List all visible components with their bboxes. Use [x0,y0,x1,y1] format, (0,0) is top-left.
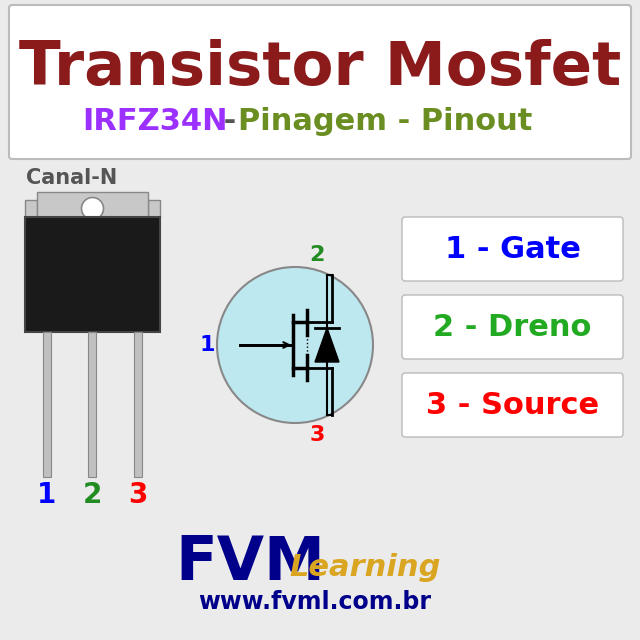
Text: 2 - Dreno: 2 - Dreno [433,312,592,342]
Text: Pinagem - Pinout: Pinagem - Pinout [238,108,532,136]
Text: 1: 1 [199,335,215,355]
Text: www.fvml.com.br: www.fvml.com.br [198,590,431,614]
FancyBboxPatch shape [25,217,160,332]
Bar [88,332,96,477]
Circle shape [217,267,373,423]
Polygon shape [315,328,339,362]
Text: 3: 3 [128,481,148,509]
Text: 1 - Gate: 1 - Gate [445,234,580,264]
Text: -: - [213,108,247,136]
Text: 2: 2 [83,481,102,509]
Polygon shape [148,200,160,217]
Polygon shape [25,200,37,217]
FancyBboxPatch shape [402,295,623,359]
Text: Learning: Learning [289,552,441,582]
FancyBboxPatch shape [402,373,623,437]
Bar [134,332,142,477]
Text: 3: 3 [309,425,324,445]
FancyBboxPatch shape [402,217,623,281]
FancyBboxPatch shape [9,5,631,159]
Text: 3 - Source: 3 - Source [426,390,599,419]
Text: Canal-N: Canal-N [26,168,118,188]
Text: IRFZ34N: IRFZ34N [83,108,228,136]
Circle shape [81,198,104,220]
Polygon shape [37,192,148,217]
Text: FVM: FVM [175,534,325,593]
Text: Transistor Mosfet: Transistor Mosfet [19,38,621,97]
Text: 2: 2 [309,245,324,265]
Bar [43,332,51,477]
Text: 1: 1 [37,481,56,509]
